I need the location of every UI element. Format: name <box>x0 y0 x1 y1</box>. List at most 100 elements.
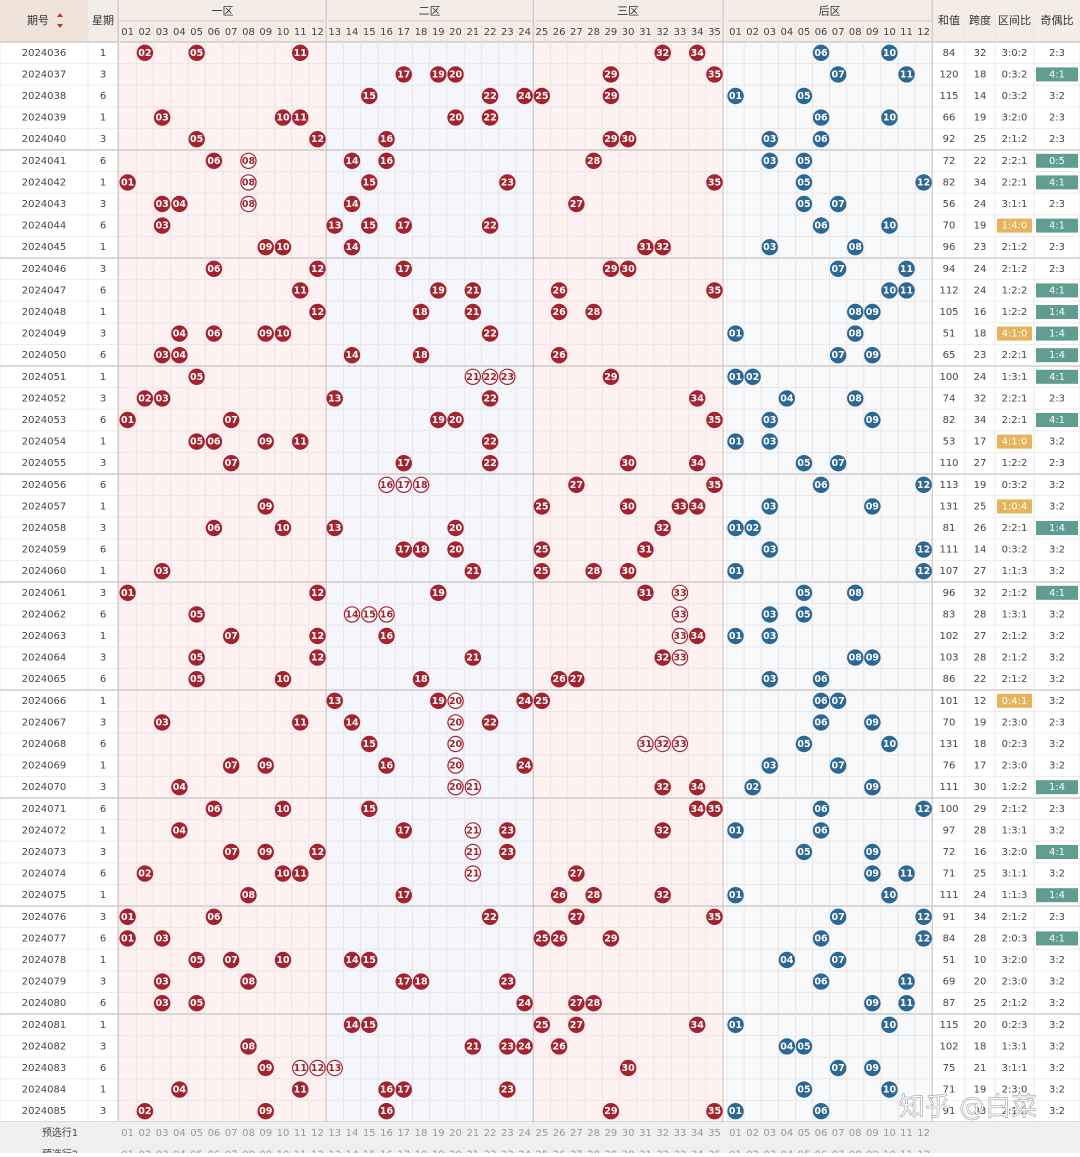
parity-highlight <box>1036 67 1078 82</box>
ball-number: 20 <box>449 696 463 707</box>
zone-ratio: 0:4:1 <box>1002 696 1028 707</box>
ball-number: 27 <box>570 480 583 491</box>
ball <box>188 995 205 1012</box>
span: 10 <box>974 955 987 966</box>
ball <box>326 519 343 537</box>
preselect-number: 20 <box>449 1128 462 1139</box>
parity-highlight <box>1036 218 1078 233</box>
ball-number: 09 <box>259 847 272 858</box>
ball-number: 02 <box>138 48 151 59</box>
ball-number: 01 <box>729 329 742 340</box>
zone-ratio: 3:1:1 <box>1002 869 1028 880</box>
preselect-number: 03 <box>156 1128 169 1139</box>
period: 2024083 <box>22 1063 67 1074</box>
ball <box>795 843 813 861</box>
ball-number: 32 <box>656 653 669 664</box>
sum: 70 <box>943 221 956 232</box>
sum: 69 <box>943 977 956 988</box>
ball <box>915 930 932 947</box>
ball-number: 22 <box>483 717 496 728</box>
ball <box>864 843 881 861</box>
ball-number: 06 <box>814 1106 828 1117</box>
ball-number: 10 <box>883 48 897 59</box>
span: 25 <box>974 998 987 1009</box>
col-label: 03 <box>763 27 776 38</box>
ball <box>761 606 778 623</box>
zone-ratio: 0:3:2 <box>1002 69 1028 80</box>
ball <box>619 498 637 515</box>
ball-number: 29 <box>604 134 617 145</box>
ball-number: 08 <box>849 307 863 318</box>
ball <box>795 1038 813 1055</box>
preselect-number: 29 <box>605 1128 618 1139</box>
ball-number: 03 <box>763 761 776 772</box>
span: 34 <box>974 177 987 188</box>
ball-number: 07 <box>832 696 845 707</box>
sum: 131 <box>939 739 958 750</box>
ball <box>727 368 744 385</box>
span: 18 <box>974 739 987 750</box>
parity-ratio: 3:2 <box>1049 869 1065 880</box>
parity-ratio: 4:1 <box>1049 285 1065 296</box>
zone-ratio: 1:3:1 <box>1002 1041 1028 1052</box>
parity-ratio: 3:2 <box>1049 739 1065 750</box>
zone-ratio: 1:2:2 <box>1002 285 1028 296</box>
ball <box>378 1081 395 1098</box>
ball-number: 21 <box>466 307 479 318</box>
ball-number: 06 <box>207 523 221 534</box>
span: 20 <box>974 1020 987 1031</box>
ball-number: 05 <box>797 156 810 167</box>
preselect-number: 03 <box>763 1149 776 1153</box>
ball <box>516 87 533 105</box>
parity-ratio: 3:2 <box>1049 825 1065 836</box>
ball <box>761 130 778 148</box>
ball-number: 08 <box>242 977 256 988</box>
ball <box>274 865 292 882</box>
ball-number: 18 <box>414 350 428 361</box>
ball <box>689 44 706 62</box>
ball <box>447 692 464 710</box>
weekday: 6 <box>100 350 106 361</box>
parity-ratio: 3:2 <box>1049 545 1065 556</box>
ball <box>292 1059 309 1077</box>
period: 2024069 <box>22 761 67 772</box>
ball <box>727 519 744 537</box>
ball <box>568 476 585 493</box>
ball <box>881 44 898 62</box>
ball-number: 01 <box>121 415 134 426</box>
ball-number: 18 <box>414 545 428 556</box>
ball-number: 29 <box>604 1106 617 1117</box>
parity-ratio: 1:4 <box>1049 523 1065 534</box>
ball <box>153 563 171 580</box>
preselect-number: 25 <box>536 1149 549 1153</box>
zone-header: 三区 <box>617 5 639 18</box>
ball-number: 03 <box>156 977 169 988</box>
ball-number: 07 <box>832 912 845 923</box>
ball <box>898 973 915 990</box>
ball-number: 26 <box>553 350 567 361</box>
ball-number: 17 <box>397 221 410 232</box>
ball-number: 27 <box>570 674 583 685</box>
period: 2024081 <box>22 1020 67 1031</box>
ball-number: 05 <box>797 199 810 210</box>
ball-number: 35 <box>708 177 721 188</box>
ball <box>568 671 585 688</box>
period: 2024058 <box>22 523 67 534</box>
col-label: 13 <box>328 27 341 38</box>
span: 14 <box>974 545 987 556</box>
ball <box>602 1102 620 1120</box>
ball-number: 20 <box>449 523 463 534</box>
ball <box>257 757 274 774</box>
col-label: 30 <box>622 27 635 38</box>
ball-number: 29 <box>604 91 617 102</box>
ball <box>395 455 412 472</box>
weekday: 1 <box>100 113 106 124</box>
ball-number: 10 <box>883 1085 897 1096</box>
col-label: 25 <box>536 27 549 38</box>
ball-number: 09 <box>866 782 879 793</box>
preselect-number: 25 <box>536 1128 549 1139</box>
preselect-number: 06 <box>815 1128 828 1139</box>
sum: 71 <box>943 869 956 880</box>
period: 2024079 <box>22 977 67 988</box>
parity-ratio: 3:2 <box>1049 1041 1065 1052</box>
